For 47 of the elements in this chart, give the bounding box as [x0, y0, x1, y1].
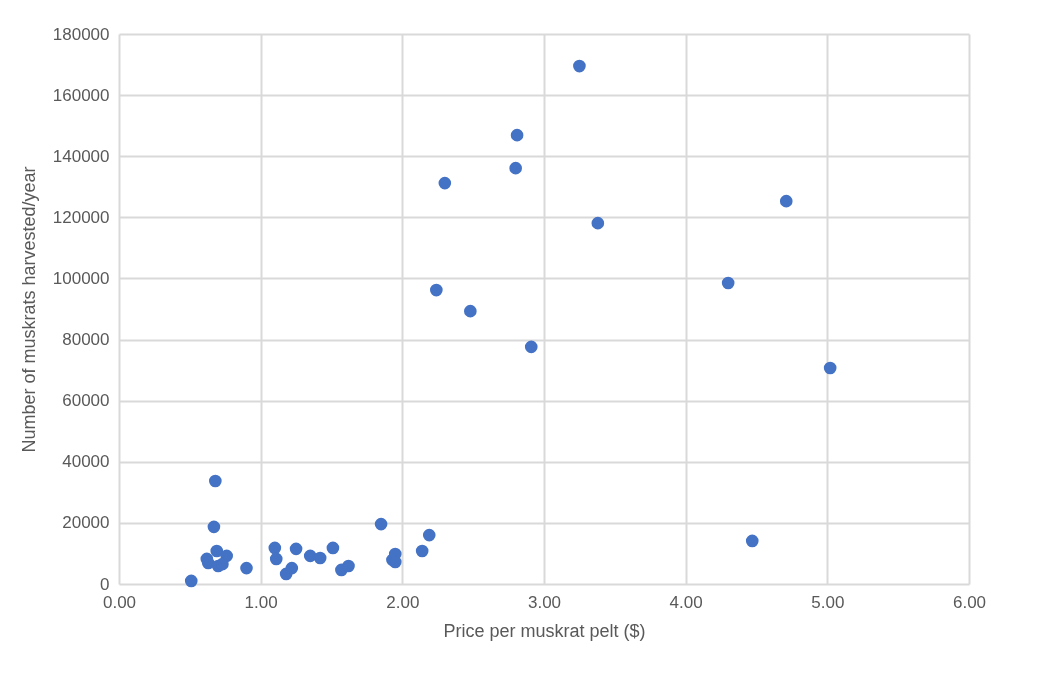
point [415, 544, 429, 558]
x-tick-label: 4.00 [669, 592, 703, 612]
x-tick-label: 1.00 [244, 592, 278, 612]
x-tick-label: 0.00 [102, 592, 137, 612]
point [573, 59, 586, 73]
y-tick-label: 120000 [52, 207, 110, 227]
point [209, 474, 222, 488]
point [591, 216, 605, 230]
point [745, 534, 759, 548]
y-tick-label: 160000 [52, 85, 110, 105]
x-tick-label: 5.00 [811, 592, 845, 612]
y-tick-label: 20000 [62, 513, 110, 533]
point [342, 559, 355, 573]
point [510, 128, 524, 142]
point [422, 528, 436, 542]
x-axis-title: Price per muskrat pelt ($) [443, 620, 646, 641]
y-tick-label: 100000 [52, 268, 110, 288]
point [509, 161, 522, 175]
point [464, 304, 477, 318]
x-tick-label: 6.00 [952, 592, 987, 612]
point [216, 557, 229, 571]
y-tick-label: 80000 [62, 330, 110, 350]
y-axis-title: Number of muskrats harvested/year [18, 166, 39, 453]
point [374, 517, 388, 531]
point [823, 361, 837, 375]
y-tick-label: 140000 [52, 146, 110, 166]
point [240, 561, 253, 575]
point [524, 340, 538, 354]
point [184, 574, 198, 588]
point [207, 520, 221, 534]
point [313, 551, 327, 565]
y-tick-label: 0 [100, 574, 110, 594]
point [326, 541, 340, 555]
point [438, 176, 452, 190]
point [289, 542, 303, 556]
point [210, 544, 224, 558]
x-tick-label: 2.00 [386, 592, 420, 612]
point [779, 194, 793, 208]
point [721, 276, 735, 290]
y-tick-label: 180000 [52, 24, 110, 44]
point [268, 541, 282, 555]
y-tick-label: 40000 [62, 452, 110, 472]
y-tick-label: 60000 [62, 391, 110, 411]
x-tick-label: 3.00 [527, 592, 562, 612]
point [285, 561, 299, 575]
point [430, 283, 443, 297]
point [269, 552, 283, 566]
